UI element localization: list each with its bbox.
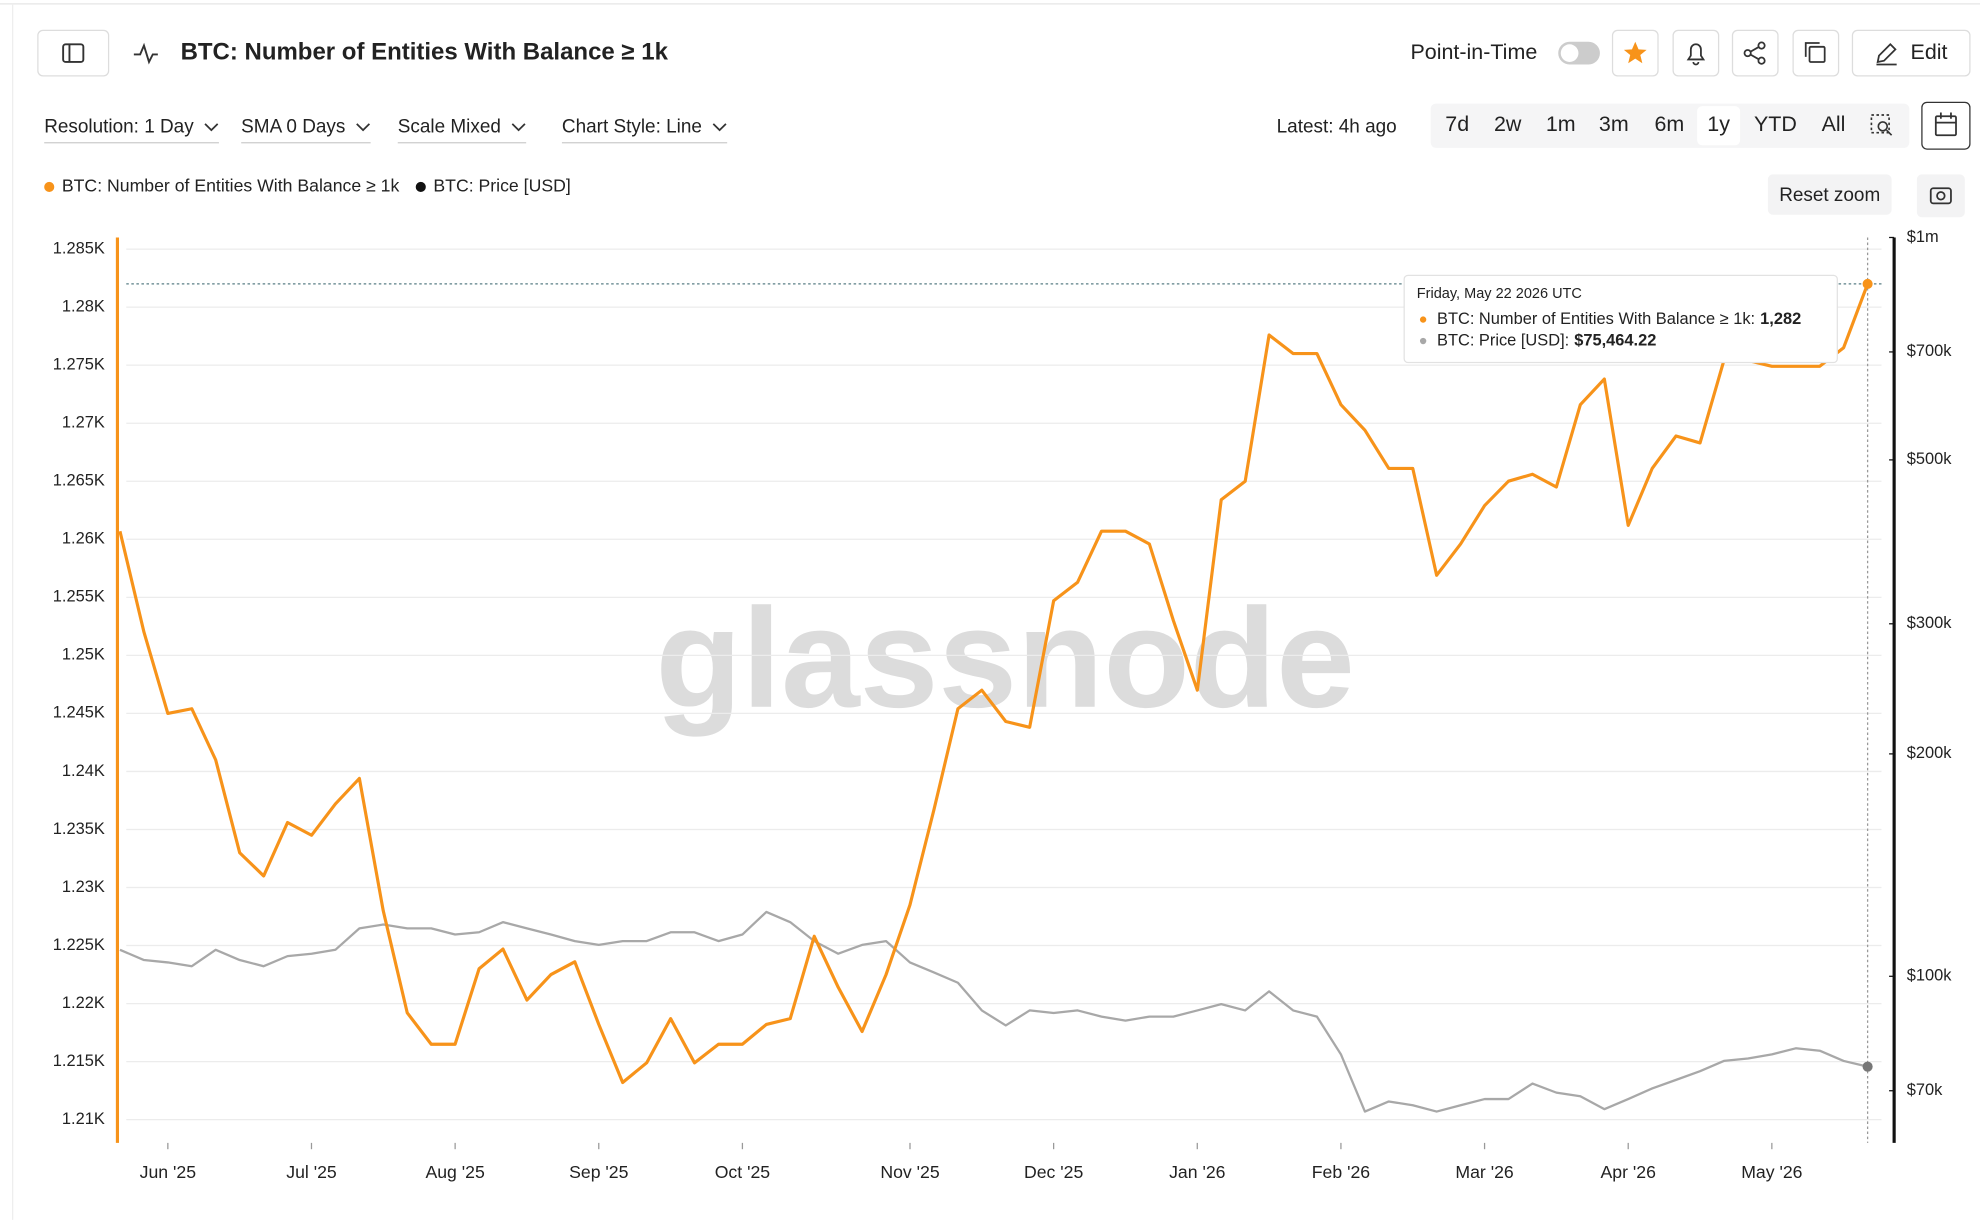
y-tick-label: 1.225K [53, 936, 105, 954]
copy-button[interactable] [1792, 29, 1840, 77]
y-tick-label: 1.25K [62, 646, 105, 664]
y-tick-label: 1.22K [62, 994, 105, 1012]
x-tick-label: Jun '25 [140, 1162, 197, 1182]
range-button[interactable]: All [1822, 112, 1846, 136]
reset-zoom-label: Reset zoom [1779, 185, 1880, 206]
y2-tick-label: $100k [1907, 967, 1952, 985]
tooltip-label: BTC: Price [USD]: [1437, 331, 1569, 349]
sidebar-icon [62, 43, 85, 63]
legend-dot [415, 181, 426, 193]
legend-dot [44, 181, 55, 193]
x-tick-label: Jan '26 [1169, 1162, 1226, 1182]
series-line [119, 910, 1868, 1113]
bell-icon [1686, 43, 1706, 66]
zoom-select-icon[interactable] [1870, 114, 1893, 136]
dropdown-chevron [204, 123, 219, 132]
range-button[interactable]: 6m [1654, 112, 1684, 136]
y2-tick-label: $1m [1907, 228, 1939, 246]
y-tick-label: 1.255K [53, 588, 105, 606]
y2-tick-label: $70k [1907, 1081, 1943, 1099]
share-icon [1743, 41, 1766, 65]
calendar-icon [1934, 112, 1957, 137]
y-tick-label: 1.24K [62, 762, 105, 780]
range-button[interactable]: 1m [1546, 112, 1576, 136]
series-line [118, 283, 1870, 1085]
tooltip-dot [1419, 316, 1427, 323]
tooltip-dot [1419, 337, 1427, 345]
sidebar-button[interactable] [37, 29, 110, 77]
x-tick-label: Nov '25 [880, 1162, 939, 1182]
screenshot-button[interactable] [1916, 174, 1965, 218]
y-tick-label: 1.245K [53, 704, 105, 722]
y-tick-label: 1.26K [62, 530, 105, 548]
y-tick-label: 1.285K [53, 239, 105, 257]
y-tick-label: 1.275K [53, 355, 105, 373]
reset-zoom-button[interactable] [1767, 174, 1892, 215]
x-tick-label: May '26 [1741, 1162, 1802, 1182]
calendar-button[interactable] [1921, 101, 1971, 150]
x-tick-label: Feb '26 [1312, 1162, 1371, 1182]
x-tick-label: Dec '25 [1024, 1162, 1083, 1182]
y-tick-label: 1.215K [53, 1052, 105, 1070]
legend-entry[interactable]: BTC: Number of Entities With Balance ≥ 1… [62, 176, 400, 196]
y-tick-label: 1.21K [62, 1110, 105, 1128]
range-selector [1430, 103, 1910, 148]
dropdown-chevron [356, 123, 371, 132]
y-tick-label: 1.235K [53, 820, 105, 838]
y-tick-label: 1.265K [53, 472, 105, 490]
camera-icon [1929, 187, 1952, 205]
dropdown-chevron [712, 123, 727, 132]
dropdown-label[interactable]: Chart Style: Line [562, 117, 702, 138]
range-button[interactable]: 3m [1599, 112, 1629, 136]
y-tick-label: 1.23K [62, 878, 105, 896]
tooltip-value: 1,282 [1760, 310, 1801, 328]
tooltip-label: BTC: Number of Entities With Balance ≥ 1… [1437, 310, 1755, 328]
copy-icon [1804, 42, 1826, 63]
x-tick-label: Jul '25 [286, 1162, 337, 1182]
tooltip-value: $75,464.22 [1574, 331, 1656, 349]
range-button[interactable]: 7d [1445, 112, 1469, 136]
x-tick-label: Aug '25 [425, 1162, 485, 1182]
x-tick-label: Mar '26 [1455, 1162, 1514, 1182]
edit-label: Edit [1911, 40, 1948, 64]
point-in-time-label: Point-in-Time [1410, 40, 1537, 64]
y-tick-label: 1.27K [62, 414, 105, 432]
edit-icon [1876, 43, 1897, 66]
metric-icon [133, 42, 158, 65]
y-tick-label: 1.28K [62, 297, 105, 315]
toggle-knob [1560, 44, 1579, 62]
dropdown-label[interactable]: SMA 0 Days [241, 117, 345, 138]
range-button[interactable]: YTD [1754, 112, 1797, 136]
y2-tick-label: $300k [1907, 614, 1952, 632]
alert-button[interactable] [1672, 29, 1720, 77]
range-selected [1697, 106, 1741, 146]
x-tick-label: Apr '26 [1601, 1162, 1657, 1182]
y2-tick-label: $200k [1907, 744, 1952, 762]
legend-entry[interactable]: BTC: Price [USD] [433, 176, 570, 196]
dropdown-chevron [511, 123, 526, 132]
range-button[interactable]: 2w [1494, 112, 1522, 136]
hover-point [1862, 278, 1873, 289]
latest-label: Latest: 4h ago [1277, 117, 1397, 138]
y2-tick-label: $700k [1907, 342, 1952, 360]
tooltip-box [1403, 274, 1838, 364]
tooltip-title: Friday, May 22 2026 UTC [1417, 286, 1582, 302]
range-button[interactable]: 1y [1707, 112, 1730, 136]
page-title: BTC: Number of Entities With Balance ≥ 1… [181, 38, 669, 65]
tooltip: Friday, May 22 2026 UTC BTC: Number of En… [1403, 274, 1838, 364]
watermark: glassnode [655, 579, 1354, 737]
hover-point [1862, 1061, 1873, 1072]
x-tick-label: Sep '25 [569, 1162, 629, 1182]
dropdown-label[interactable]: Scale Mixed [398, 117, 501, 138]
x-tick-label: Oct '25 [715, 1162, 771, 1182]
share-button[interactable] [1731, 29, 1779, 77]
star-icon [1623, 41, 1647, 64]
dropdown-label[interactable]: Resolution: 1 Day [44, 117, 194, 138]
y2-tick-label: $500k [1907, 450, 1952, 468]
